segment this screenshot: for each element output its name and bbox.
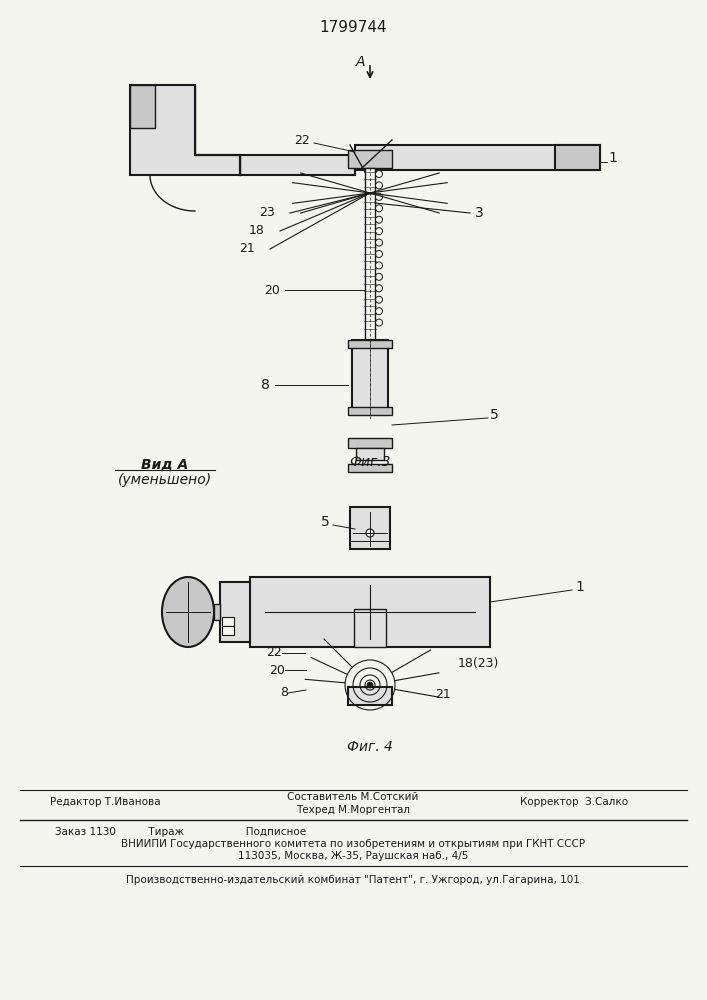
- Polygon shape: [195, 155, 355, 175]
- Text: (уменьшено): (уменьшено): [118, 473, 212, 487]
- Circle shape: [375, 319, 382, 326]
- Circle shape: [367, 682, 373, 688]
- Circle shape: [375, 296, 382, 303]
- Bar: [350, 507, 390, 549]
- Text: 1: 1: [608, 151, 617, 165]
- Text: Заказ 1130          Тираж                   Подписное: Заказ 1130 Тираж Подписное: [55, 827, 306, 837]
- Circle shape: [375, 262, 382, 269]
- Bar: [348, 407, 392, 415]
- Text: 18: 18: [249, 225, 265, 237]
- Circle shape: [375, 273, 382, 280]
- Text: Корректор  З.Салко: Корректор З.Салко: [520, 797, 628, 807]
- Text: 20: 20: [269, 664, 285, 676]
- Text: 1799744: 1799744: [319, 20, 387, 35]
- Text: Техред М.Моргентал: Техред М.Моргентал: [296, 805, 410, 815]
- Text: Фиг. 4: Фиг. 4: [347, 740, 393, 754]
- Polygon shape: [130, 85, 240, 175]
- Text: 113035, Москва, Ж-35, Раушская наб., 4/5: 113035, Москва, Ж-35, Раушская наб., 4/5: [238, 851, 468, 861]
- Bar: [250, 577, 490, 647]
- Polygon shape: [130, 85, 155, 128]
- Text: 20: 20: [264, 284, 280, 296]
- Text: 5: 5: [321, 515, 330, 529]
- Bar: [348, 687, 392, 705]
- Ellipse shape: [162, 577, 214, 647]
- Text: Фиг.3: Фиг.3: [349, 455, 391, 469]
- Bar: [354, 609, 386, 647]
- Text: 18(23): 18(23): [458, 656, 499, 670]
- Text: 21: 21: [435, 688, 451, 702]
- Text: 22: 22: [267, 647, 282, 660]
- Text: 5: 5: [490, 408, 498, 422]
- Bar: [348, 340, 392, 348]
- Text: Составитель М.Сотский: Составитель М.Сотский: [287, 792, 419, 802]
- Bar: [352, 340, 388, 415]
- Text: Вид A: Вид A: [141, 458, 189, 472]
- Text: 3: 3: [475, 206, 484, 220]
- Circle shape: [375, 205, 382, 212]
- Text: 8: 8: [261, 378, 270, 392]
- Polygon shape: [555, 145, 600, 170]
- Text: A: A: [355, 55, 365, 69]
- Bar: [348, 438, 392, 448]
- Bar: [365, 168, 375, 340]
- Text: 8: 8: [280, 686, 288, 700]
- Bar: [214, 604, 220, 620]
- Circle shape: [375, 228, 382, 235]
- Text: Производственно-издательский комбинат "Патент", г. Ужгород, ул.Гагарина, 101: Производственно-издательский комбинат "П…: [126, 875, 580, 885]
- Text: 23: 23: [259, 207, 275, 220]
- Circle shape: [375, 182, 382, 189]
- Bar: [356, 448, 384, 460]
- Circle shape: [375, 308, 382, 315]
- Text: ВНИИПИ Государственного комитета по изобретениям и открытиям при ГКНТ СССР: ВНИИПИ Государственного комитета по изоб…: [121, 839, 585, 849]
- Text: 22: 22: [294, 133, 310, 146]
- Bar: [348, 150, 392, 168]
- Polygon shape: [355, 145, 600, 170]
- Text: Редактор Т.Иванова: Редактор Т.Иванова: [50, 797, 160, 807]
- Circle shape: [375, 216, 382, 223]
- Circle shape: [375, 170, 382, 178]
- Bar: [222, 617, 234, 626]
- Bar: [220, 582, 250, 642]
- Text: 1: 1: [575, 580, 584, 594]
- Circle shape: [375, 250, 382, 257]
- Text: 21: 21: [239, 242, 255, 255]
- Bar: [222, 626, 234, 635]
- Bar: [348, 464, 392, 472]
- Circle shape: [366, 529, 374, 537]
- Circle shape: [375, 193, 382, 200]
- Circle shape: [375, 239, 382, 246]
- Circle shape: [375, 285, 382, 292]
